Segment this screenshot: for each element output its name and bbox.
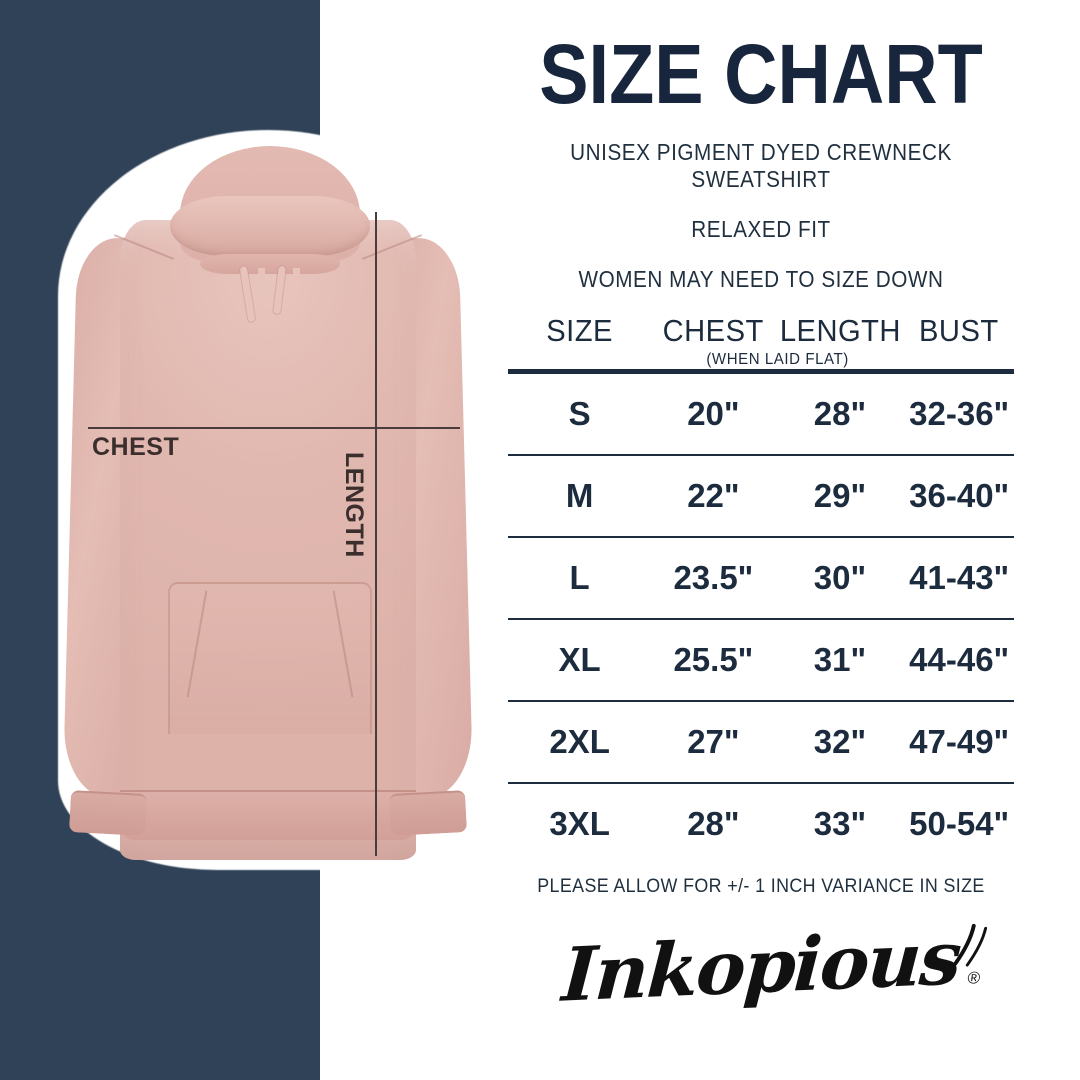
cell-bust: 36-40" [904, 453, 1014, 537]
cell-size: 2XL [508, 699, 652, 783]
length-measurement-label: LENGTH [340, 452, 368, 558]
pocket-opening-right [332, 590, 354, 698]
subtitle-product: UNISEX PIGMENT DYED CREWNECK SWEATSHIRT [570, 138, 952, 192]
registered-trademark-icon: ® [966, 968, 980, 988]
pocket-opening-left [186, 590, 208, 698]
table-row: M 22" 29" 36-40" [508, 453, 1014, 537]
spacer-cell [512, 351, 647, 369]
table-row: 3XL 28" 33" 50-54" [508, 781, 1014, 864]
chest-note-row: (WHEN LAID FLAT) [508, 351, 1014, 369]
cell-size: M [508, 453, 652, 537]
cuff-right [388, 790, 468, 836]
kangaroo-pocket [168, 582, 372, 734]
brush-flourish-icon [953, 923, 987, 967]
hood-roll [170, 196, 370, 256]
cell-chest: 28" [651, 781, 776, 864]
table-row: L 23.5" 30" 41-43" [508, 535, 1014, 619]
cell-chest: 25.5" [651, 617, 776, 701]
cell-bust: 47-49" [904, 699, 1014, 783]
subtitle-fit: RELAXED FIT [691, 215, 831, 242]
cuff-left [68, 790, 148, 836]
hoodie-illustration [62, 142, 474, 860]
length-measurement-line [375, 212, 377, 856]
cell-bust: 32-36" [909, 394, 1010, 432]
chart-content: SIZE CHART UNISEX PIGMENT DYED CREWNECK … [508, 0, 1014, 1080]
cell-length: 28" [813, 394, 867, 432]
variance-note: PLEASE ALLOW FOR +/- 1 INCH VARIANCE IN … [537, 875, 985, 897]
table-row: S 20" 28" 32-36" [508, 371, 1014, 455]
table-row: XL 25.5" 31" 44-46" [508, 617, 1014, 701]
cell-length: 32" [775, 699, 905, 783]
neck-band [200, 254, 340, 274]
chest-measurement-label: CHEST [92, 433, 180, 461]
cell-size: XL [508, 617, 652, 701]
cell-bust: 41-43" [904, 535, 1014, 619]
table-header-row: SIZE CHEST LENGTH BUST [508, 313, 1014, 351]
size-table: SIZE CHEST LENGTH BUST (WHEN LAID FLAT) … [508, 313, 1014, 864]
chest-measure-note: (WHEN LAID FLAT) [706, 350, 849, 368]
brand-name-text: Inkopious [559, 915, 963, 1019]
cell-length: 30" [775, 535, 905, 619]
brand-wordmark: Inkopious ® [559, 915, 987, 1019]
cell-bust: 50-54" [904, 781, 1014, 864]
cell-bust: 44-46" [904, 617, 1014, 701]
cell-chest: 23.5" [651, 535, 776, 619]
column-header-chest: CHEST [662, 312, 764, 348]
bottom-hem-band [120, 790, 416, 840]
column-header-length: LENGTH [779, 312, 901, 348]
cell-chest: 20" [687, 394, 740, 432]
column-header-size: SIZE [546, 312, 613, 348]
garment-photo: CHEST LENGTH [0, 0, 520, 1080]
page-title: SIZE CHART [539, 27, 983, 121]
cell-length: 31" [775, 617, 905, 701]
header-divider [508, 366, 1014, 374]
hoodie-body [120, 220, 416, 860]
cell-length: 33" [775, 781, 905, 864]
spacer-cell-2 [908, 351, 1011, 369]
column-header-bust: BUST [919, 312, 999, 348]
cell-chest: 27" [651, 699, 776, 783]
table-row: 2XL 27" 32" 47-49" [508, 699, 1014, 783]
cell-size: L [508, 535, 652, 619]
subtitle-sizing-advice: WOMEN MAY NEED TO SIZE DOWN [578, 265, 944, 292]
chest-measurement-line [88, 427, 460, 429]
cell-length: 29" [775, 453, 905, 537]
brand-logo: Inkopious ® [508, 915, 1014, 1034]
size-table-body: S 20" 28" 32-36" M 22" 29" 36-40" L 23.5… [508, 371, 1014, 864]
cell-chest: 22" [651, 453, 776, 537]
cell-size: 3XL [508, 781, 652, 864]
cell-size: S [568, 394, 591, 432]
